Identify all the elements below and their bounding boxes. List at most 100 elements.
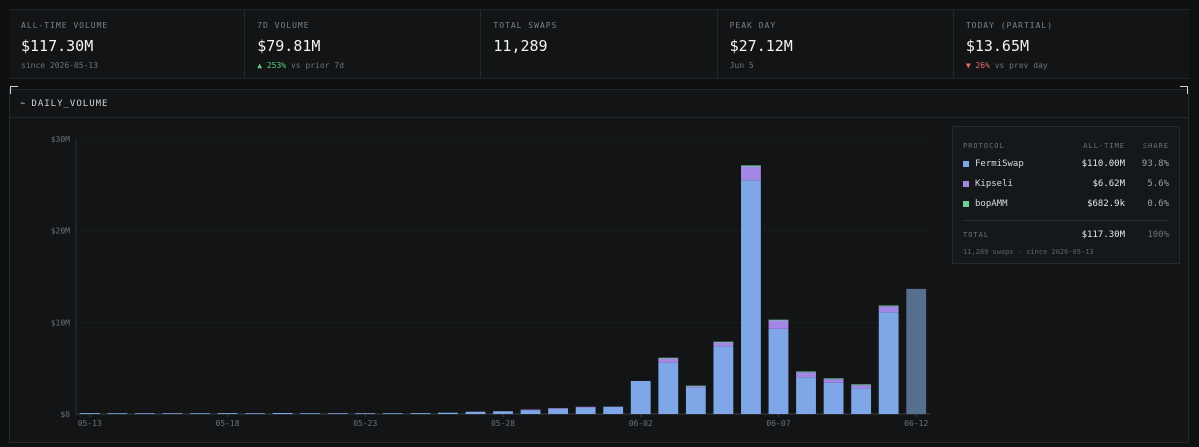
bar-kipseli[interactable] <box>878 306 899 313</box>
bar-kipseli[interactable] <box>520 409 541 411</box>
bar-fermiswap[interactable] <box>575 407 596 414</box>
bar-fermiswap[interactable] <box>382 413 403 414</box>
bar-fermiswap[interactable] <box>134 413 155 414</box>
bar-bopamm[interactable] <box>658 357 679 359</box>
legend-header-all-time: ALL-TIME <box>1083 142 1125 150</box>
y-tick-label: $20M <box>51 227 70 236</box>
kpi-row: ALL-TIME VOLUME $117.30M since 2026-05-1… <box>9 9 1189 79</box>
bar-fermiswap[interactable] <box>355 413 376 414</box>
kpi-sub: ▲ 253% vs prior 7d <box>257 61 468 70</box>
bar-fermiswap[interactable] <box>410 413 431 414</box>
kpi-sub: ▼ 26% vs prev day <box>966 61 1177 70</box>
x-tick-label: 05-18 <box>215 419 239 428</box>
legend-total-share: 100% <box>1147 230 1169 240</box>
protocol-legend: PROTOCOL ALL-TIME SHARE FermiSwap $110.0… <box>952 126 1180 264</box>
bar-fermiswap[interactable] <box>741 180 761 414</box>
x-tick-label: 05-28 <box>491 419 515 428</box>
bar-kipseli[interactable] <box>685 386 706 388</box>
kpi-sub-text: vs prev day <box>994 61 1048 70</box>
legend-row-bopamm: bopAMM $682.9k 0.6% <box>963 194 1169 214</box>
bar-kipseli[interactable] <box>823 379 844 383</box>
bar-fermiswap[interactable] <box>520 410 541 414</box>
bar-fermiswap[interactable] <box>437 412 458 414</box>
bar-fermiswap[interactable] <box>851 388 872 414</box>
legend-protocol-name: bopAMM <box>975 199 1008 209</box>
kpi-delta-up: ▲ 253% <box>257 61 287 70</box>
bar-fermiswap[interactable] <box>878 312 899 414</box>
bar-bopamm[interactable] <box>878 305 899 307</box>
bar-fermiswap[interactable] <box>107 413 128 414</box>
bar-fermiswap[interactable] <box>217 413 238 414</box>
bar-partial-today[interactable] <box>906 288 927 414</box>
kpi-value: $79.81M <box>257 37 321 55</box>
bar-fermiswap[interactable] <box>630 381 651 414</box>
kpi-sub: Jun 5 <box>730 61 941 70</box>
legend-share: 5.6% <box>1147 179 1169 189</box>
bar-fermiswap[interactable] <box>300 413 321 414</box>
x-tick-label: 06-07 <box>766 419 790 428</box>
bar-fermiswap[interactable] <box>823 382 844 414</box>
x-tick-label: 06-12 <box>904 419 928 428</box>
bar-bopamm[interactable] <box>768 319 789 321</box>
y-tick-label: $10M <box>51 318 70 327</box>
bar-bopamm[interactable] <box>796 371 816 373</box>
bar-fermiswap[interactable] <box>603 406 624 414</box>
bar-kipseli[interactable] <box>575 406 596 408</box>
kpi-sub-text: Jun 5 <box>729 61 754 70</box>
kpi-label: PEAK DAY <box>729 21 777 30</box>
legend-row-kipseli: Kipseli $6.62M 5.6% <box>963 174 1169 194</box>
bar-fermiswap[interactable] <box>493 411 513 414</box>
kpi-label: 7D VOLUME <box>257 21 310 30</box>
bar-fermiswap[interactable] <box>162 413 183 414</box>
kpi-label: TOTAL SWAPS <box>493 21 558 30</box>
bar-kipseli[interactable] <box>713 342 734 347</box>
bar-fermiswap[interactable] <box>658 362 679 414</box>
kpi-total-swaps: TOTAL SWAPS 11,289 <box>481 10 718 78</box>
legend-divider <box>963 220 1169 221</box>
legend-protocol-name: Kipseli <box>975 179 1013 189</box>
bar-kipseli[interactable] <box>768 320 789 329</box>
legend-footer: 11,289 swaps · since 2026-05-13 <box>963 248 1094 256</box>
bar-fermiswap[interactable] <box>190 413 210 414</box>
bar-fermiswap[interactable] <box>327 413 348 414</box>
bar-bopamm[interactable] <box>685 385 706 387</box>
kpi-label: TODAY (PARTIAL) <box>965 21 1054 30</box>
bar-kipseli[interactable] <box>796 372 816 378</box>
bar-fermiswap[interactable] <box>272 412 293 414</box>
x-tick-label: 05-13 <box>78 419 102 428</box>
legend-total-label: TOTAL <box>963 231 990 239</box>
bar-fermiswap[interactable] <box>685 387 706 414</box>
legend-header-protocol: PROTOCOL <box>963 142 1005 150</box>
bar-fermiswap[interactable] <box>768 328 789 414</box>
kpi-today-partial: TODAY (PARTIAL) $13.65M ▼ 26% vs prev da… <box>954 10 1189 78</box>
bar-kipseli[interactable] <box>851 385 872 389</box>
legend-header-share: SHARE <box>1142 142 1169 150</box>
legend-row-fermiswap: FermiSwap $110.00M 93.8% <box>963 154 1169 174</box>
bar-fermiswap[interactable] <box>548 408 569 414</box>
kpi-value: $13.65M <box>965 37 1030 55</box>
bar-fermiswap[interactable] <box>245 413 265 414</box>
legend-total-row: TOTAL $117.30M 100% <box>963 225 1169 245</box>
corner-bracket-icon <box>10 86 18 94</box>
y-tick-label: $30M <box>51 135 70 144</box>
legend-all-time: $110.00M <box>1081 159 1125 169</box>
bar-bopamm[interactable] <box>713 341 734 343</box>
bar-fermiswap[interactable] <box>713 346 734 414</box>
swatch-icon <box>963 201 969 207</box>
legend-header: PROTOCOL ALL-TIME SHARE <box>963 138 1169 154</box>
bar-kipseli[interactable] <box>658 358 679 363</box>
kpi-sub-text: since 2026-05-13 <box>21 61 99 70</box>
legend-protocol: Kipseli <box>963 179 1055 189</box>
bar-bopamm[interactable] <box>823 378 844 380</box>
kpi-all-time-volume: ALL-TIME VOLUME $117.30M since 2026-05-1… <box>9 10 246 78</box>
bar-fermiswap[interactable] <box>79 413 100 414</box>
bar-bopamm[interactable] <box>851 384 872 386</box>
legend-protocol: bopAMM <box>963 199 1055 209</box>
kpi-sub-text: vs prior 7d <box>290 61 344 70</box>
bar-fermiswap[interactable] <box>796 377 816 414</box>
bar-kipseli[interactable] <box>548 408 569 409</box>
bar-bopamm[interactable] <box>741 165 761 167</box>
bar-kipseli[interactable] <box>741 166 761 181</box>
bar-fermiswap[interactable] <box>465 411 486 414</box>
